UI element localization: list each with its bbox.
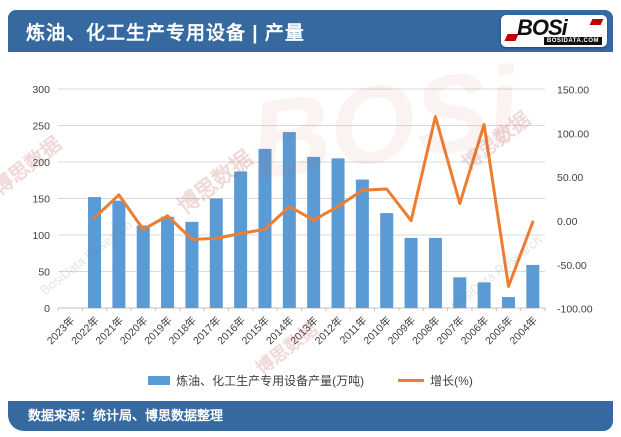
svg-text:2012年: 2012年: [312, 314, 345, 347]
svg-text:100: 100: [32, 230, 50, 242]
svg-text:0.00: 0.00: [557, 216, 578, 228]
svg-text:0: 0: [44, 303, 50, 315]
bosi-logo: BOSi BOSIDATA.COM: [501, 15, 607, 47]
svg-text:300: 300: [32, 84, 50, 96]
page-title: 炼油、化工生产专用设备 | 产量: [26, 22, 305, 44]
bar-series-swatch-icon: [148, 376, 171, 385]
legend-bar-label: 炼油、化工生产专用设备产量(万吨): [176, 374, 365, 388]
header-bar: 炼油、化工生产专用设备 | 产量 BOSi BOSIDATA.COM: [8, 10, 613, 52]
svg-text:250: 250: [32, 121, 50, 133]
chart-legend: 炼油、化工生产专用设备产量(万吨) 增长(%): [0, 372, 621, 389]
svg-text:150.00: 150.00: [557, 84, 589, 96]
legend-item-growth: 增长(%): [398, 372, 473, 389]
svg-text:200: 200: [32, 157, 50, 169]
svg-text:50: 50: [38, 267, 50, 279]
svg-text:150: 150: [32, 194, 50, 206]
svg-text:-100.00: -100.00: [557, 304, 593, 316]
logo-domain-text: BOSIDATA.COM: [543, 37, 602, 45]
logo-red-accent-icon: [589, 19, 604, 25]
logo-brand-text: BOSi: [517, 15, 568, 40]
bosi-logo-box: BOSi BOSIDATA.COM: [501, 15, 607, 47]
svg-text:2004年: 2004年: [507, 314, 540, 347]
svg-text:-50.00: -50.00: [557, 260, 587, 272]
data-source-text: 数据来源：统计局、博思数据整理: [28, 408, 224, 423]
line-series-swatch-icon: [398, 379, 425, 382]
legend-item-production: 炼油、化工生产专用设备产量(万吨): [148, 372, 364, 389]
svg-text:100.00: 100.00: [557, 128, 589, 140]
production-growth-chart: 0 50 100 150 200 250 300 150.00 100.00 50.00 0.00 -…: [32, 84, 593, 347]
svg-text:50.00: 50.00: [557, 172, 583, 184]
footer-source-bar: 数据来源：统计局、博思数据整理: [8, 401, 613, 431]
legend-line-label: 增长(%): [430, 374, 473, 388]
